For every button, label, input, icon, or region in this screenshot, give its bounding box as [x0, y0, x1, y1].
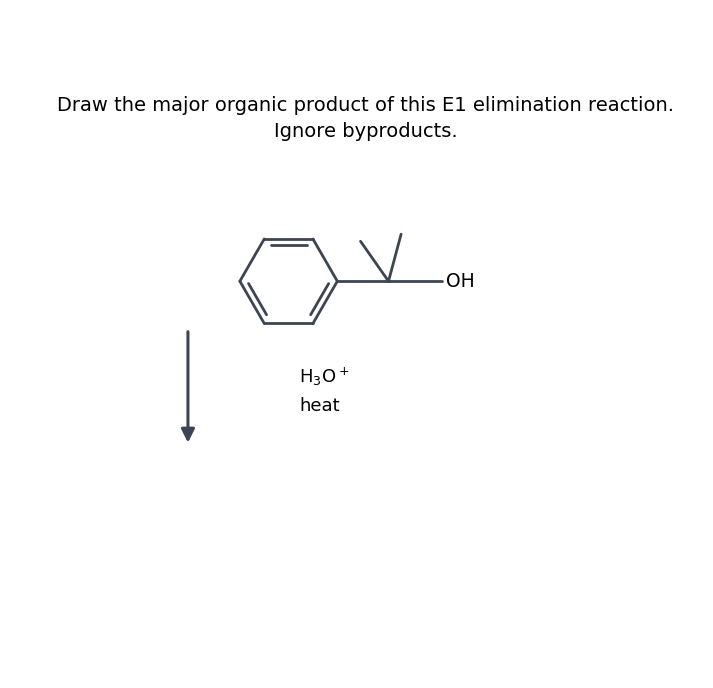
- Text: heat: heat: [299, 397, 340, 415]
- Text: OH: OH: [446, 272, 475, 291]
- Text: Draw the major organic product of this E1 elimination reaction.: Draw the major organic product of this E…: [57, 96, 674, 115]
- Text: H$_3$O$^+$: H$_3$O$^+$: [299, 365, 349, 388]
- Text: Ignore byproducts.: Ignore byproducts.: [274, 122, 457, 141]
